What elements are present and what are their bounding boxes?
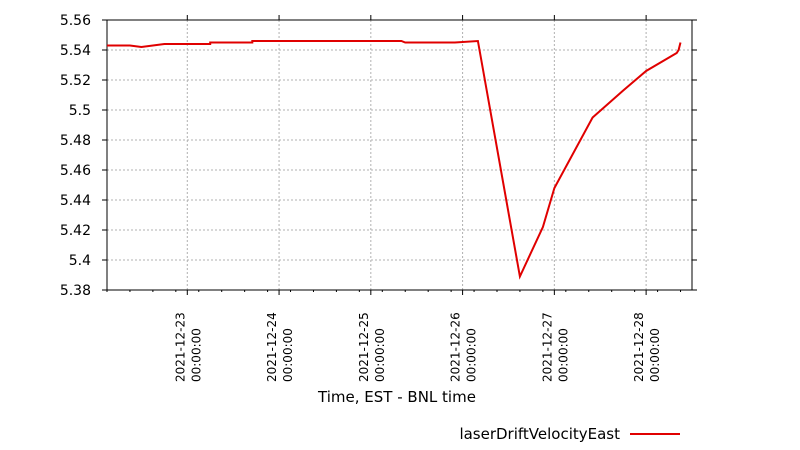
x-tick-label: 2021-12-25 00:00:00: [357, 312, 387, 382]
x-tick-date: 2021-12-23: [173, 312, 187, 382]
y-tick-label: 5.52: [60, 73, 91, 89]
x-tick-time: 00:00:00: [648, 328, 662, 382]
y-tick-label: 5.54: [60, 43, 91, 59]
x-tick-date: 2021-12-25: [357, 312, 371, 382]
plot-frame: [106, 19, 693, 291]
y-tick-label: 5.4: [69, 253, 91, 269]
y-tick-label: 5.46: [60, 163, 91, 179]
x-tick-date: 2021-12-28: [632, 312, 646, 382]
y-tick-label: 5.5: [69, 103, 91, 119]
x-tick-label: 2021-12-26 00:00:00: [449, 312, 479, 382]
x-tick-date: 2021-12-26: [449, 312, 463, 382]
x-axis-title: Time, EST - BNL time: [317, 388, 476, 406]
y-tick-label: 5.42: [60, 223, 91, 239]
y-tick-label: 5.48: [60, 133, 91, 149]
x-tick-label: 2021-12-27 00:00:00: [540, 312, 570, 382]
x-tick-time: 00:00:00: [281, 328, 295, 382]
x-tick-label: 2021-12-23 00:00:00: [173, 312, 203, 382]
axes: [102, 15, 697, 295]
x-tick-time: 00:00:00: [373, 328, 387, 382]
x-tick-label: 2021-12-24 00:00:00: [265, 312, 295, 382]
x-tick-label: 2021-12-28 00:00:00: [632, 312, 662, 382]
x-tick-time: 00:00:00: [556, 328, 570, 382]
x-tick-date: 2021-12-24: [265, 312, 279, 382]
x-axis-tick-labels: 2021-12-23 00:00:00 2021-12-24 00:00:00 2021…: [173, 312, 662, 382]
legend-label: laserDriftVelocityEast: [459, 425, 620, 443]
x-tick-date: 2021-12-27: [540, 312, 554, 382]
series-line: [107, 39, 682, 280]
x-tick-time: 00:00:00: [189, 328, 203, 382]
plot-area: [102, 15, 697, 295]
y-tick-label: 5.38: [60, 283, 91, 299]
plot-background: [107, 20, 692, 290]
y-tick-label: 5.44: [60, 193, 91, 209]
x-tick-time: 00:00:00: [465, 328, 479, 382]
legend: laserDriftVelocityEast: [459, 425, 680, 443]
y-axis-tick-labels: 5.38 5.4 5.42 5.44 5.46 5.48 5.5 5.52 5.54 5.56: [60, 13, 91, 299]
y-tick-label: 5.56: [60, 13, 91, 29]
